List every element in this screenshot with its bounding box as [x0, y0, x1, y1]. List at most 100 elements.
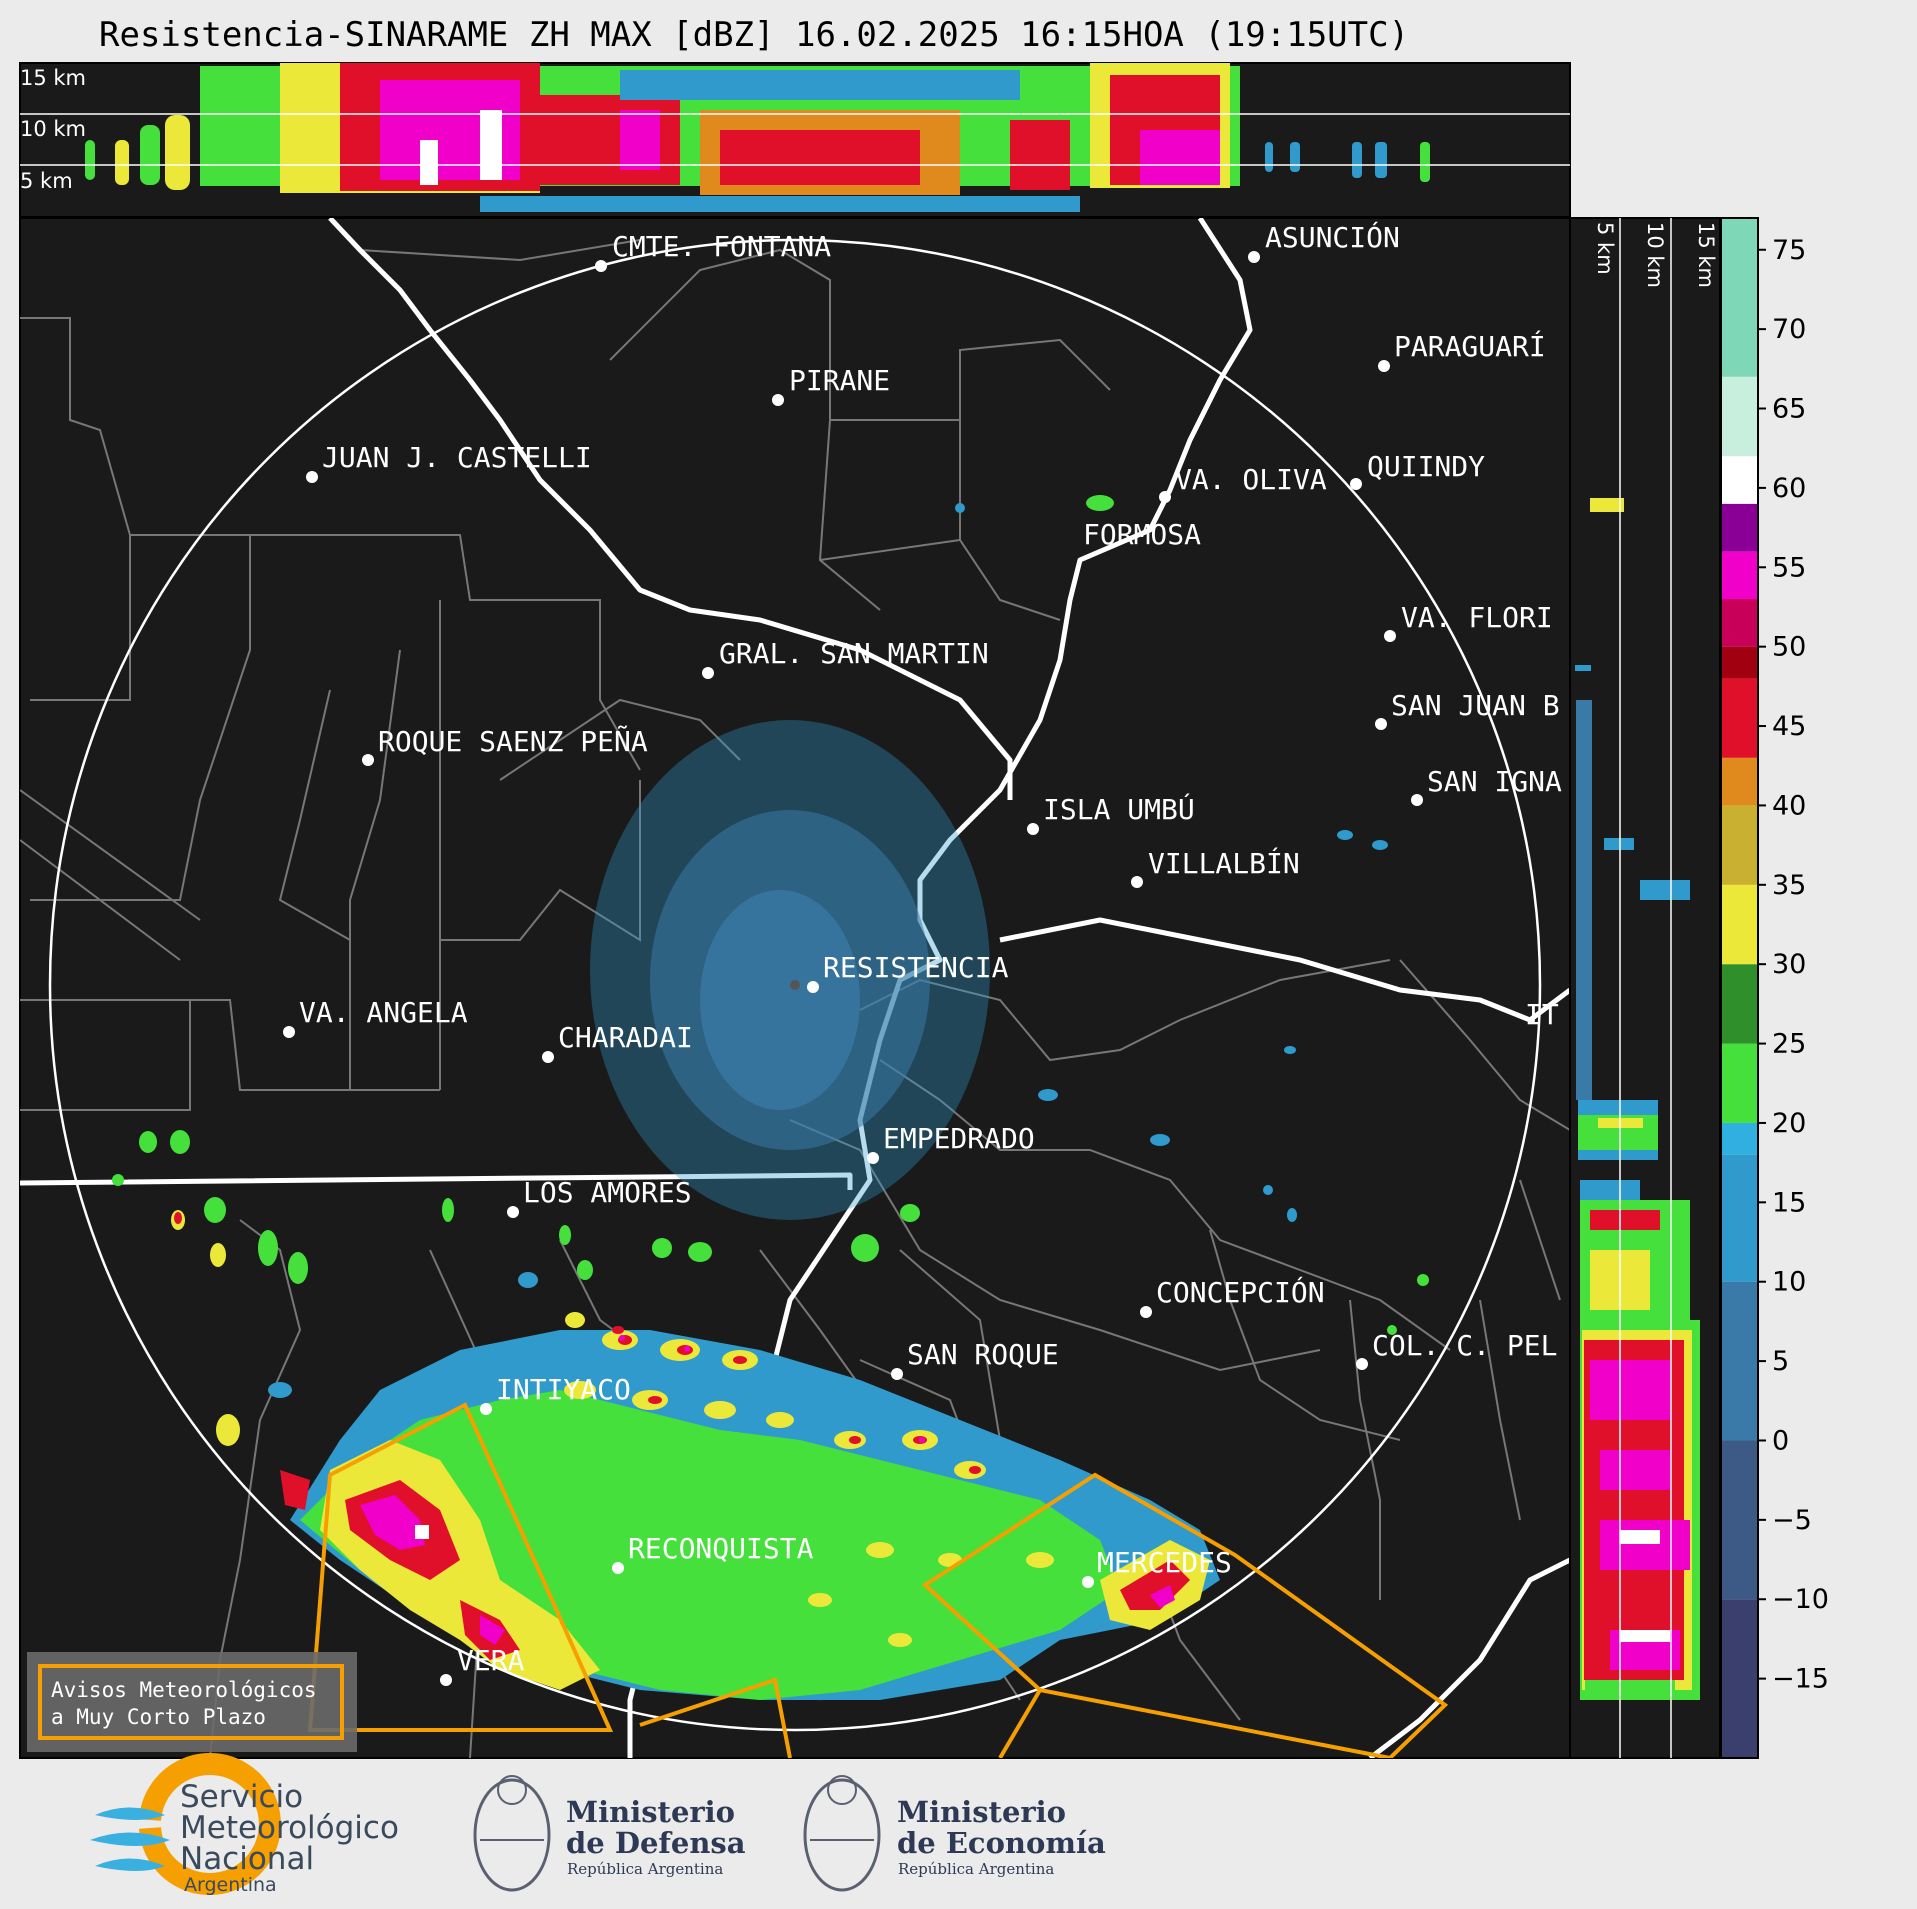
colorbar-band-12 — [1721, 599, 1758, 647]
rivers-borders — [20, 218, 1570, 1758]
logo-ministerio-defensa: Ministerio de Defensa República Argentin… — [473, 1775, 746, 1892]
top-height-profile: 15 km 10 km 5 km — [19, 62, 1571, 218]
city-label-va-flori: VA. FLORI — [1401, 601, 1553, 634]
colorbar-band-11 — [1721, 646, 1758, 679]
figure-title: Resistencia-SINARAME ZH MAX [dBZ] 16.02.… — [99, 15, 1409, 55]
top-km-label-10: 10 km — [20, 117, 86, 141]
city-label-concepcion: CONCEPCIÓN — [1156, 1275, 1325, 1309]
side-km-label-5: 5 km — [1593, 222, 1617, 275]
radar-echoes — [112, 495, 1429, 1700]
defensa-line-3: República Argentina — [567, 1860, 723, 1878]
colorbar-band-9 — [1721, 757, 1758, 806]
colorbar-tick-label: 25 — [1772, 1029, 1806, 1060]
colorbar-tick-label: −5 — [1772, 1505, 1812, 1536]
city-label-cmte-fontana: CMTE. FONTANA — [612, 230, 831, 263]
defensa-line-2: de Defensa — [566, 1826, 746, 1860]
colorbar-tick-label: 35 — [1772, 870, 1806, 901]
colorbar-tick-label: 75 — [1772, 235, 1806, 266]
city-label-quiindy: QUIINDY — [1367, 450, 1485, 483]
top-profile-echoes — [85, 63, 1430, 212]
smn-logo-icon — [139, 1753, 281, 1895]
avisos-line-1: Avisos Meteorológicos — [51, 1678, 317, 1702]
colorbar-tick-label: −15 — [1772, 1664, 1829, 1695]
city-label-isla-umbu: ISLA UMBÚ — [1043, 792, 1195, 826]
colorbar-tick-label: 45 — [1772, 711, 1806, 742]
side-profile-echoes — [1575, 498, 1700, 1700]
economia-line-1: Ministerio — [897, 1795, 1066, 1829]
colorbar-tick-label: 70 — [1772, 314, 1806, 345]
city-label-juan-j-castelli: JUAN J. CASTELLI — [322, 441, 592, 474]
colorbar-band-5 — [1721, 1043, 1758, 1123]
colorbar-tick-label: −10 — [1772, 1584, 1829, 1615]
colorbar-band-3 — [1721, 1154, 1758, 1282]
city-label-mercedes: MERCEDES — [1097, 1546, 1232, 1579]
colorbar-band-8 — [1721, 805, 1758, 885]
side-height-profile: 5 km 10 km 15 km — [1569, 217, 1721, 1759]
colorbar-band-17 — [1721, 218, 1758, 377]
smn-line-4: Argentina — [184, 1874, 277, 1896]
colorbar-tick-label: 30 — [1772, 949, 1806, 980]
warning-polygons — [307, 1402, 1449, 1758]
radar-map: CMTE. FONTANA ASUNCIÓN PARAGUARÍ PIRANE … — [19, 217, 1571, 1759]
avisos-legend: Avisos Meteorológicos a Muy Corto Plazo — [27, 1652, 357, 1752]
city-label-gral-san-martin: GRAL. SAN MARTIN — [719, 637, 989, 670]
colorbar-band-13 — [1721, 551, 1758, 600]
logo-ministerio-economia: Ministerio de Economía República Argenti… — [803, 1775, 1106, 1892]
department-boundaries — [20, 239, 1570, 1758]
colorbar-tick-label: 5 — [1772, 1346, 1789, 1377]
colorbar-bands — [1721, 218, 1758, 1758]
smn-line-3: Nacional — [180, 1841, 314, 1877]
top-km-label-5: 5 km — [20, 169, 73, 193]
colorbar-band-15 — [1721, 456, 1758, 504]
city-label-col-c-pel: COL. C. PEL — [1372, 1329, 1557, 1362]
city-label-san-roque: SAN ROQUE — [907, 1338, 1059, 1371]
top-km-label-15: 15 km — [20, 66, 86, 90]
city-label-va-angela: VA. ANGELA — [299, 996, 468, 1029]
side-km-label-10: 10 km — [1643, 222, 1667, 288]
colorbar-tick-label: 55 — [1772, 552, 1806, 583]
city-label-intiyaco: INTIYACO — [496, 1373, 631, 1406]
colorbar-band-10 — [1721, 678, 1758, 758]
side-km-label-15: 15 km — [1694, 222, 1718, 288]
city-label-it: IT — [1525, 998, 1559, 1031]
colorbar-tick-label: 40 — [1772, 790, 1806, 821]
colorbar-tick-label: 50 — [1772, 632, 1806, 663]
colorbar-band-0 — [1721, 1599, 1758, 1758]
city-markers — [283, 251, 1423, 1686]
city-label-roque-saenz-pena: ROQUE SAENZ PEÑA — [378, 724, 648, 758]
city-label-empedrado: EMPEDRADO — [883, 1122, 1035, 1155]
defensa-line-1: Ministerio — [566, 1795, 735, 1829]
city-label-reconquista: RECONQUISTA — [628, 1532, 814, 1565]
colorbar-band-1 — [1721, 1440, 1758, 1600]
city-labels: CMTE. FONTANA ASUNCIÓN PARAGUARÍ PIRANE … — [299, 220, 1562, 1677]
colorbar-band-7 — [1721, 884, 1758, 965]
colorbar-tick-label: 65 — [1772, 394, 1806, 425]
colorbar-band-14 — [1721, 503, 1758, 552]
city-label-resistencia: RESISTENCIA — [823, 951, 1009, 984]
colorbar-tick-label: 0 — [1772, 1425, 1789, 1456]
city-label-villalbin: VILLALBÍN — [1148, 846, 1300, 880]
logo-smn: Servicio Meteorológico Nacional Argentin… — [90, 1753, 399, 1896]
colorbar-tick-label: 10 — [1772, 1267, 1806, 1298]
radar-range-ring — [48, 238, 1542, 1732]
city-label-vera: VERA — [457, 1644, 525, 1677]
city-label-va-oliva: VA. OLIVA — [1175, 463, 1327, 496]
argentina-coat-of-arms-icon — [803, 1778, 881, 1892]
city-label-charadai: CHARADAI — [558, 1021, 693, 1054]
city-label-asuncion: ASUNCIÓN — [1265, 220, 1400, 254]
city-label-san-igna: SAN IGNA — [1427, 765, 1562, 798]
economia-line-3: República Argentina — [898, 1860, 1054, 1878]
economia-line-2: de Economía — [897, 1826, 1106, 1860]
city-label-paraguari: PARAGUARÍ — [1394, 329, 1546, 363]
argentina-coat-of-arms-icon — [473, 1778, 551, 1892]
avisos-line-2: a Muy Corto Plazo — [51, 1705, 266, 1729]
city-label-los-amores: LOS AMORES — [523, 1176, 692, 1209]
smn-line-2: Meteorológico — [180, 1810, 399, 1846]
colorbar-tick-label: 20 — [1772, 1108, 1806, 1139]
colorbar-band-16 — [1721, 376, 1758, 457]
colorbar-tick-label: 15 — [1772, 1187, 1806, 1218]
